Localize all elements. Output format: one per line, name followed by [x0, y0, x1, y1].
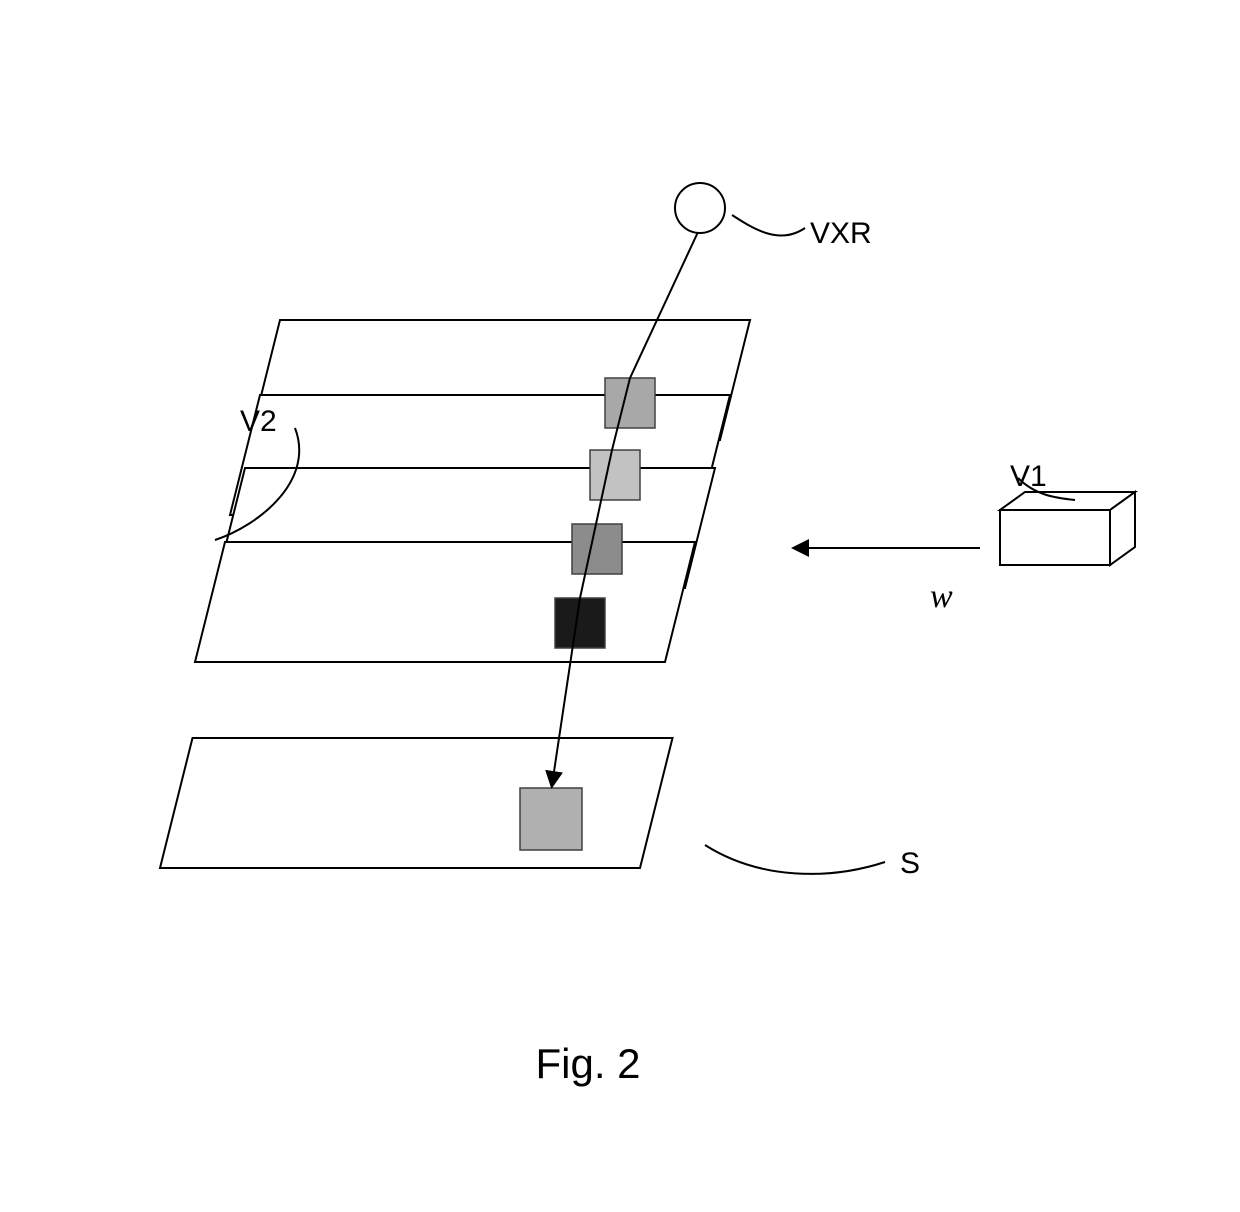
- source-circle: [675, 183, 725, 233]
- label-vxr: VXR: [810, 217, 872, 251]
- plane-stack: [195, 320, 750, 662]
- figure-caption: Fig. 2: [535, 1040, 640, 1088]
- output-plane: [160, 738, 673, 868]
- label-w: w: [930, 578, 953, 616]
- diagram-canvas: [0, 0, 1240, 1212]
- label-v2: V2: [240, 405, 277, 439]
- label-v1: V1: [1010, 460, 1047, 494]
- label-s: S: [900, 847, 920, 881]
- v1-block: [1000, 492, 1135, 565]
